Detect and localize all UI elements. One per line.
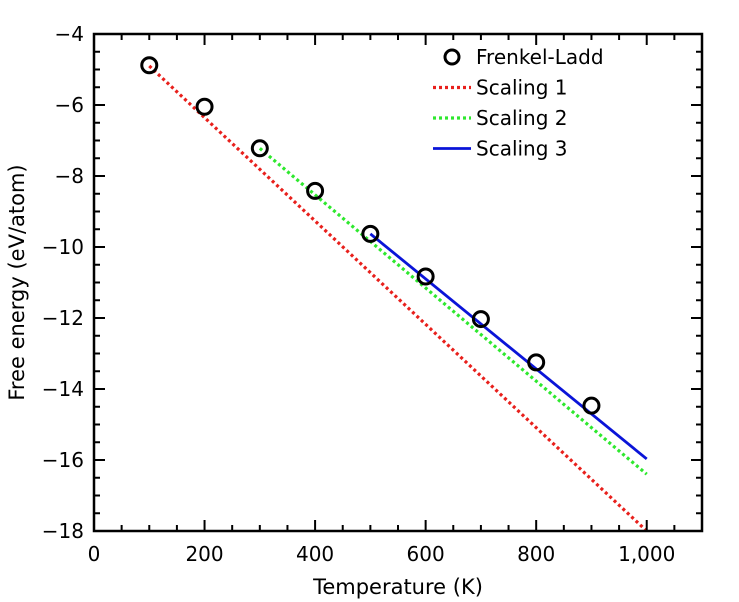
y-tick-label: −6 (55, 93, 84, 117)
data-point (527, 353, 546, 372)
y-tick-label: −18 (42, 519, 84, 543)
x-tick-label: 400 (296, 542, 334, 566)
x-tick-label: 200 (185, 542, 223, 566)
x-tick-label: 0 (88, 542, 101, 566)
legend-label: Scaling 2 (476, 106, 568, 130)
data-point (195, 97, 214, 116)
y-tick-label: −8 (55, 164, 84, 188)
x-tick-label: 800 (517, 542, 555, 566)
data-point (250, 139, 269, 158)
y-tick-label: −10 (42, 235, 84, 259)
y-tick-label: −14 (42, 377, 84, 401)
series-line-scaling-3 (369, 232, 648, 461)
legend: Frenkel-Ladd Scaling 1 Scaling 2 Scaling 3 (433, 45, 604, 161)
data-point (582, 396, 601, 415)
series-layer (140, 56, 648, 533)
data-point (140, 56, 159, 75)
ticks-layer (93, 33, 703, 532)
data-point (361, 224, 380, 243)
legend-label: Scaling 3 (476, 137, 568, 161)
legend-label: Frenkel-Ladd (476, 45, 604, 69)
legend-marker (443, 48, 461, 66)
series-line-scaling-1 (148, 64, 648, 533)
data-point (306, 181, 325, 200)
x-axis-label: Temperature (K) (312, 575, 483, 599)
y-tick-label: −16 (42, 448, 84, 472)
x-tick-label: 600 (407, 542, 445, 566)
plot-frame (92, 32, 704, 533)
y-tick-label: −4 (55, 22, 84, 46)
x-tick-label: 1,000 (618, 542, 675, 566)
y-tick-label: −12 (42, 306, 84, 330)
y-axis-label: Free energy (eV/atom) (5, 164, 29, 400)
data-point (471, 310, 490, 329)
legend-label: Scaling 1 (476, 76, 568, 100)
series-line-scaling-2 (258, 147, 648, 476)
data-point (416, 267, 435, 286)
tick-labels: 0 200 400 600 800 1,000 −4 −6 −8 −10 −12 −14 −16 −18 (42, 22, 676, 566)
